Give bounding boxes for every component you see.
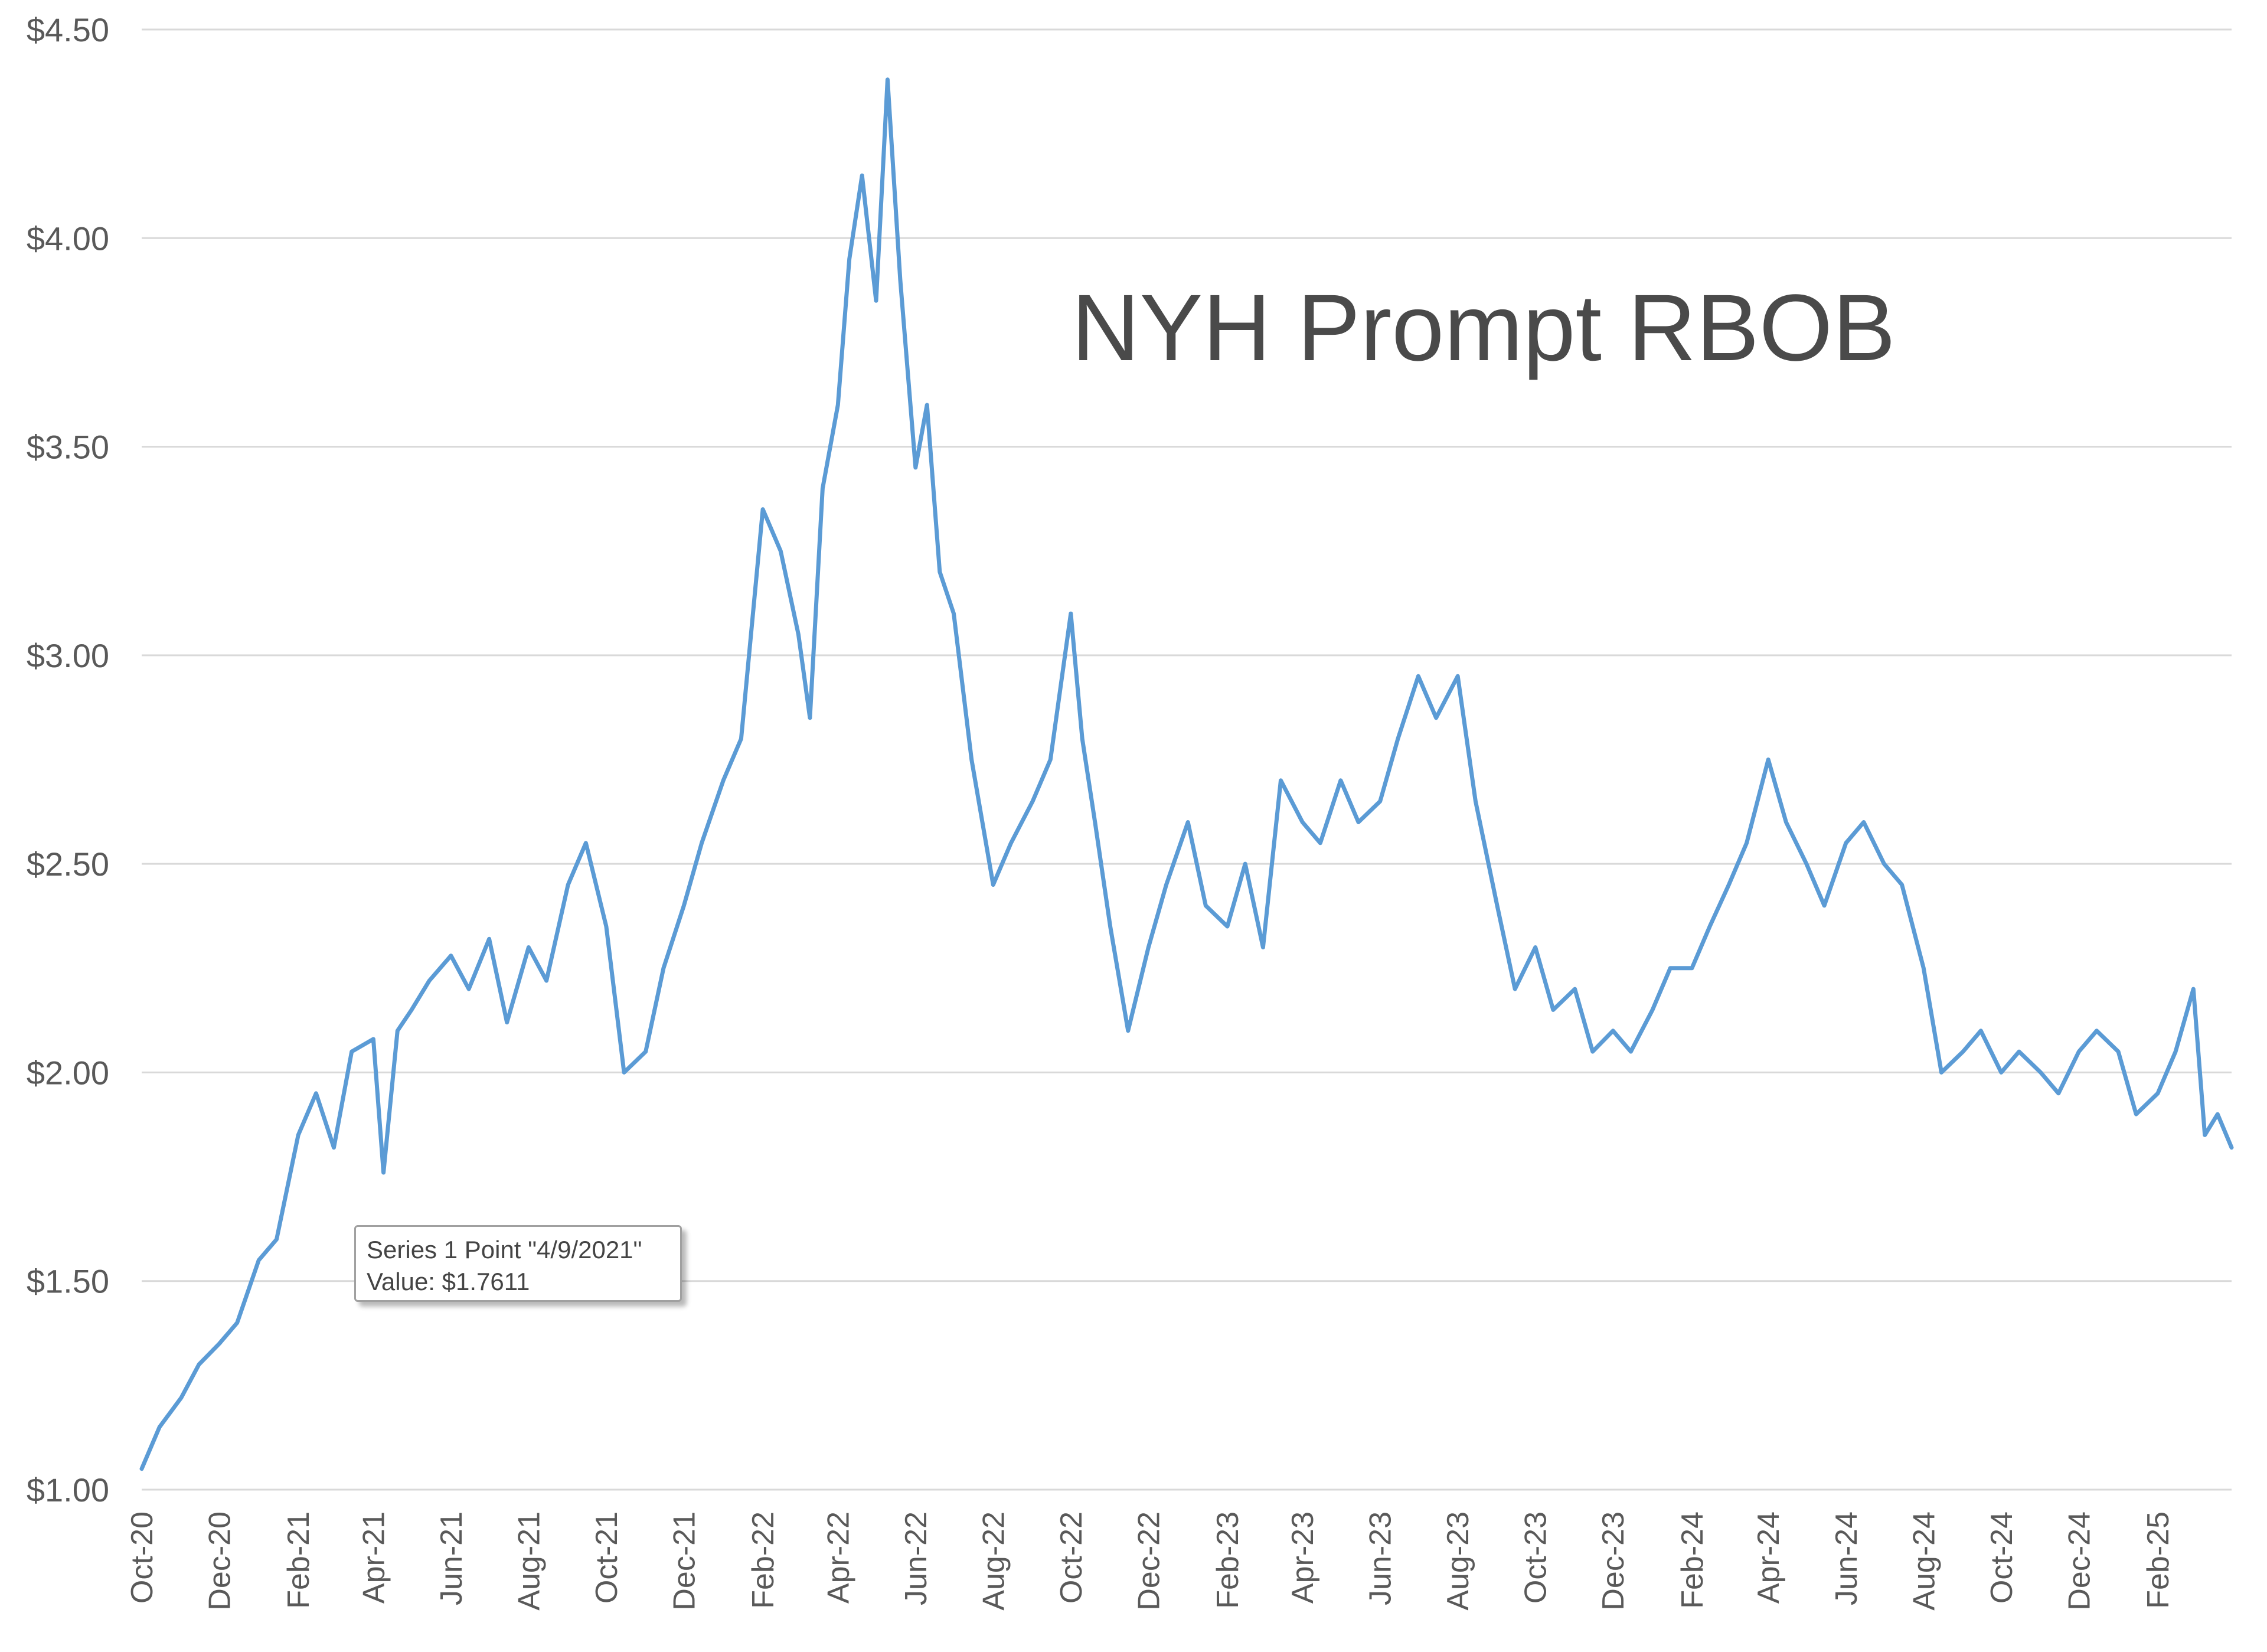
x-tick-label: Feb-25 xyxy=(2141,1511,2175,1609)
y-tick-label: $4.50 xyxy=(27,11,109,48)
x-tick-label: Dec-21 xyxy=(667,1511,701,1611)
tooltip-series-point: Series 1 Point "4/9/2021" xyxy=(367,1236,642,1264)
x-tick-label: Jun-21 xyxy=(435,1511,469,1605)
y-tick-label: $1.50 xyxy=(27,1263,109,1300)
x-tick-label: Feb-23 xyxy=(1211,1511,1245,1609)
x-tick-label: Apr-24 xyxy=(1752,1511,1786,1604)
y-tick-label: $2.00 xyxy=(27,1054,109,1091)
x-tick-label: Feb-21 xyxy=(282,1511,316,1609)
x-tick-label: Aug-23 xyxy=(1441,1511,1475,1611)
x-tick-label: Apr-22 xyxy=(821,1511,855,1604)
x-tick-label: Oct-20 xyxy=(125,1511,159,1604)
x-tick-label: Dec-24 xyxy=(2062,1511,2096,1611)
x-tick-label: Aug-22 xyxy=(976,1511,1011,1611)
x-tick-label: Oct-21 xyxy=(590,1511,624,1604)
x-tick-label: Feb-24 xyxy=(1675,1511,1710,1609)
series-group xyxy=(139,77,2234,1471)
y-tick-label: $2.50 xyxy=(27,845,109,883)
y-tick-label: $3.50 xyxy=(27,429,109,466)
y-axis-tick-labels: $1.00 $1.50 $2.00 $2.50 $3.00 $3.50 $4.00 $4.50 xyxy=(27,11,109,1509)
y-tick-label: $3.00 xyxy=(27,637,109,674)
x-tick-label: Dec-20 xyxy=(203,1511,237,1611)
data-point-tooltip: Series 1 Point "4/9/2021" Value: $1.7611 xyxy=(354,1225,682,1302)
y-tick-label: $1.00 xyxy=(27,1471,109,1509)
x-tick-label: Apr-21 xyxy=(357,1511,391,1604)
x-tick-label: Jun-24 xyxy=(1830,1511,1864,1605)
x-tick-label: Oct-22 xyxy=(1054,1511,1089,1604)
x-axis-tick-labels: Oct-20 Dec-20 Feb-21 Apr-21 Jun-21 Aug-21 Oct-… xyxy=(125,1511,2175,1611)
x-tick-label: Aug-21 xyxy=(512,1511,546,1611)
x-tick-label: Dec-23 xyxy=(1596,1511,1631,1611)
y-tick-label: $4.00 xyxy=(27,220,109,257)
tooltip-value: Value: $1.7611 xyxy=(367,1268,530,1295)
x-tick-label: Aug-24 xyxy=(1907,1511,1941,1611)
x-tick-label: Jun-22 xyxy=(899,1511,933,1605)
x-tick-label: Oct-23 xyxy=(1519,1511,1553,1604)
series-line xyxy=(139,77,2234,1471)
x-tick-label: Oct-24 xyxy=(1985,1511,2019,1604)
x-tick-label: Dec-22 xyxy=(1132,1511,1166,1611)
x-tick-label: Jun-23 xyxy=(1364,1511,1398,1605)
x-tick-label: Feb-22 xyxy=(746,1511,780,1609)
x-tick-label: Apr-23 xyxy=(1286,1511,1320,1604)
chart-title: NYH Prompt RBOB xyxy=(1072,275,1896,380)
